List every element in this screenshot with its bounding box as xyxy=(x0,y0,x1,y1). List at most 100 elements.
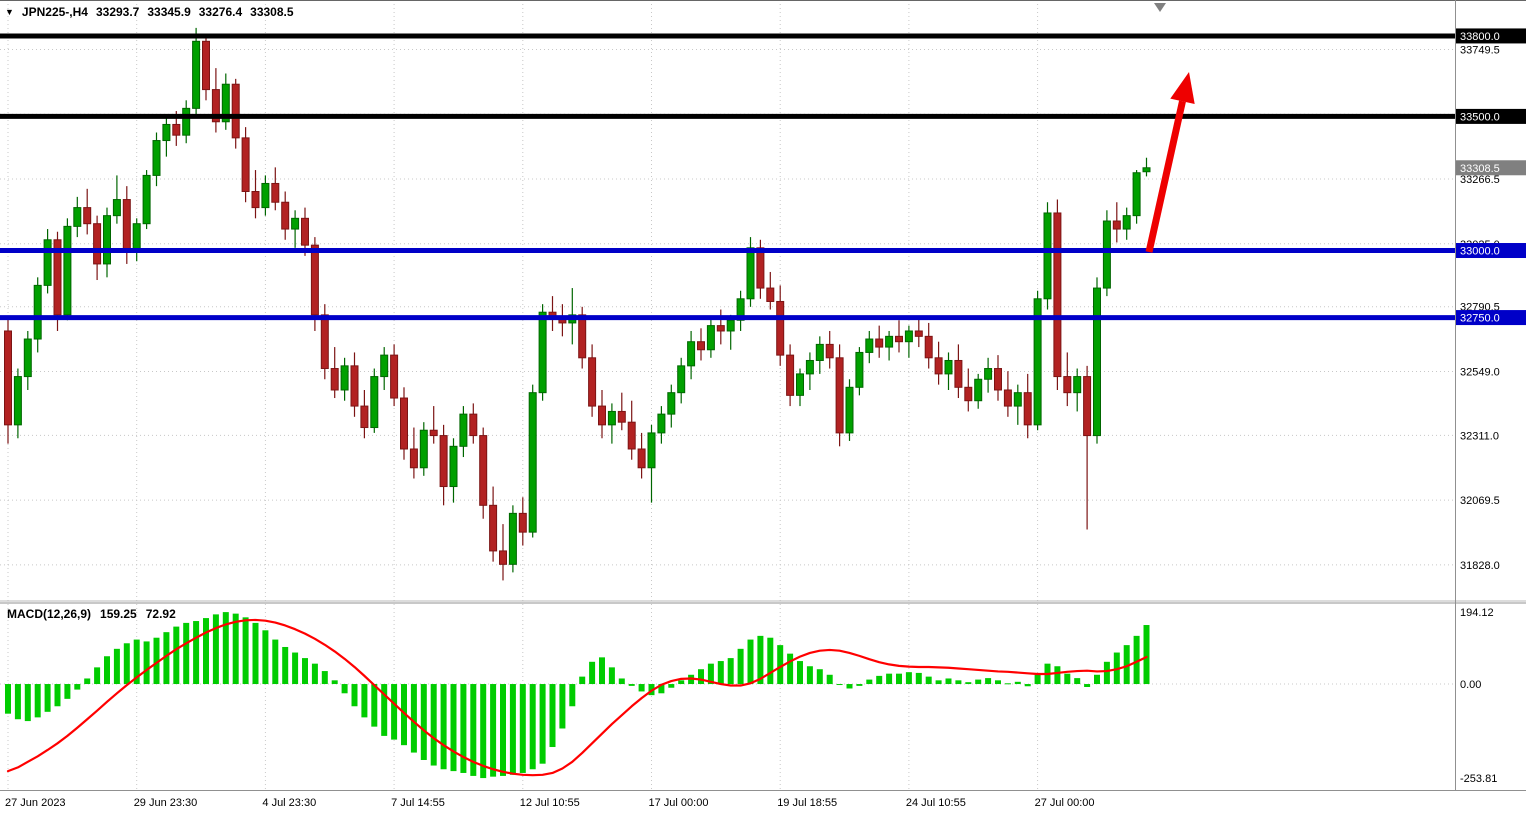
macd-histogram-bar xyxy=(1103,661,1110,685)
candle xyxy=(528,392,537,533)
candle xyxy=(400,397,408,450)
candle xyxy=(479,435,488,506)
macd-histogram-bar xyxy=(668,684,675,688)
macd-histogram-bar xyxy=(203,618,209,685)
macd-histogram-bar xyxy=(698,669,704,685)
candle xyxy=(340,365,349,391)
candle xyxy=(746,247,755,300)
candle xyxy=(607,410,616,426)
candle xyxy=(538,311,547,394)
macd-histogram-bar xyxy=(212,614,219,685)
candle xyxy=(1073,376,1082,394)
macd-histogram-bar xyxy=(747,639,754,685)
candle xyxy=(756,247,765,289)
macd-histogram-bar xyxy=(252,622,259,685)
macd-histogram-bar xyxy=(846,684,853,689)
macd-histogram-bar xyxy=(84,678,91,685)
current-price-tag-bg xyxy=(1456,160,1526,176)
macd-scale-label: 0.00 xyxy=(1460,679,1481,691)
candle xyxy=(954,359,963,388)
price-tick-label: 33266.5 xyxy=(1460,174,1500,186)
candle xyxy=(1003,389,1012,407)
macd-histogram-bar xyxy=(381,684,388,736)
candle xyxy=(310,244,319,316)
candle xyxy=(716,325,725,332)
candle xyxy=(815,343,824,361)
macd-histogram-bar xyxy=(519,684,526,773)
candle xyxy=(865,338,874,353)
trend-arrow-shaft[interactable] xyxy=(1145,100,1186,253)
candle xyxy=(726,319,735,332)
trend-arrow-head[interactable] xyxy=(1170,72,1195,104)
candle xyxy=(974,378,983,402)
macd-histogram-bar xyxy=(549,684,556,748)
macd-histogram-bar xyxy=(509,684,516,775)
macd-histogram-bar xyxy=(945,678,952,685)
candle xyxy=(23,338,32,378)
macd-histogram-bar xyxy=(1074,678,1081,685)
candle xyxy=(152,140,161,176)
candle xyxy=(112,199,121,217)
price-level-tag: 33800.0 xyxy=(1460,31,1500,43)
macd-histogram-bar xyxy=(965,682,972,685)
candle xyxy=(93,223,102,265)
candle xyxy=(469,413,478,437)
candle xyxy=(776,300,785,356)
macd-histogram-bar xyxy=(1123,645,1130,685)
candle xyxy=(103,215,111,265)
candle xyxy=(291,217,300,230)
candle xyxy=(489,504,498,552)
macd-histogram-bar xyxy=(282,646,289,685)
candle xyxy=(360,405,369,429)
macd-histogram-bar xyxy=(1054,666,1061,685)
macd-histogram-bar xyxy=(420,684,427,760)
macd-histogram-bar xyxy=(371,684,378,727)
candle xyxy=(172,123,181,136)
macd-histogram-bar xyxy=(955,680,962,685)
candle xyxy=(895,335,903,343)
macd-histogram-bar xyxy=(292,652,299,685)
candle xyxy=(1142,167,1151,173)
candle xyxy=(1132,172,1141,217)
price-level-tag-bg xyxy=(1456,310,1526,326)
macd-readout: MACD(12,26,9) 159.25 72.92 xyxy=(7,607,176,621)
time-tick-label: 4 Jul 23:30 xyxy=(262,797,316,809)
macd-histogram-bar xyxy=(440,684,447,770)
macd-signal-line xyxy=(6,618,1148,777)
price-level-tag: 32750.0 xyxy=(1460,313,1500,325)
macd-histogram-bar xyxy=(925,676,932,685)
chart-shift-marker-icon[interactable] xyxy=(1154,3,1166,12)
macd-histogram-bar xyxy=(1084,684,1091,687)
low-value: 33276.4 xyxy=(198,5,243,19)
macd-histogram-bar xyxy=(391,684,398,740)
symbol-collapse-icon[interactable]: ▼ xyxy=(5,7,14,17)
macd-histogram-bar xyxy=(1143,625,1150,685)
candle xyxy=(1122,215,1131,230)
macd-histogram-bar xyxy=(1024,684,1031,687)
candle xyxy=(637,448,646,469)
high-value: 33345.9 xyxy=(147,5,191,19)
macd-histogram-bar xyxy=(143,641,150,685)
macd-histogram-bar xyxy=(193,621,200,685)
macd-histogram-bar xyxy=(401,684,407,746)
candle xyxy=(202,40,210,91)
macd-histogram-bar xyxy=(579,676,586,685)
macd-histogram-bar xyxy=(935,680,942,685)
macd-histogram-bar xyxy=(915,672,922,685)
macd-scale-label: -253.81 xyxy=(1460,773,1497,785)
macd-scale-label: 194.12 xyxy=(1460,607,1494,619)
macd-histogram-bar xyxy=(896,673,902,685)
macd-histogram-bar xyxy=(113,648,120,685)
macd-histogram-bar xyxy=(1004,683,1011,685)
macd-histogram-bar xyxy=(777,645,784,685)
macd-histogram-bar xyxy=(717,661,724,685)
macd-histogram-bar xyxy=(618,678,625,685)
macd-histogram-bar xyxy=(480,684,487,779)
candle xyxy=(1033,298,1042,426)
candle xyxy=(73,207,82,227)
close-value: 33308.5 xyxy=(250,5,294,19)
candle xyxy=(845,386,854,434)
macd-histogram-bar xyxy=(34,684,41,718)
